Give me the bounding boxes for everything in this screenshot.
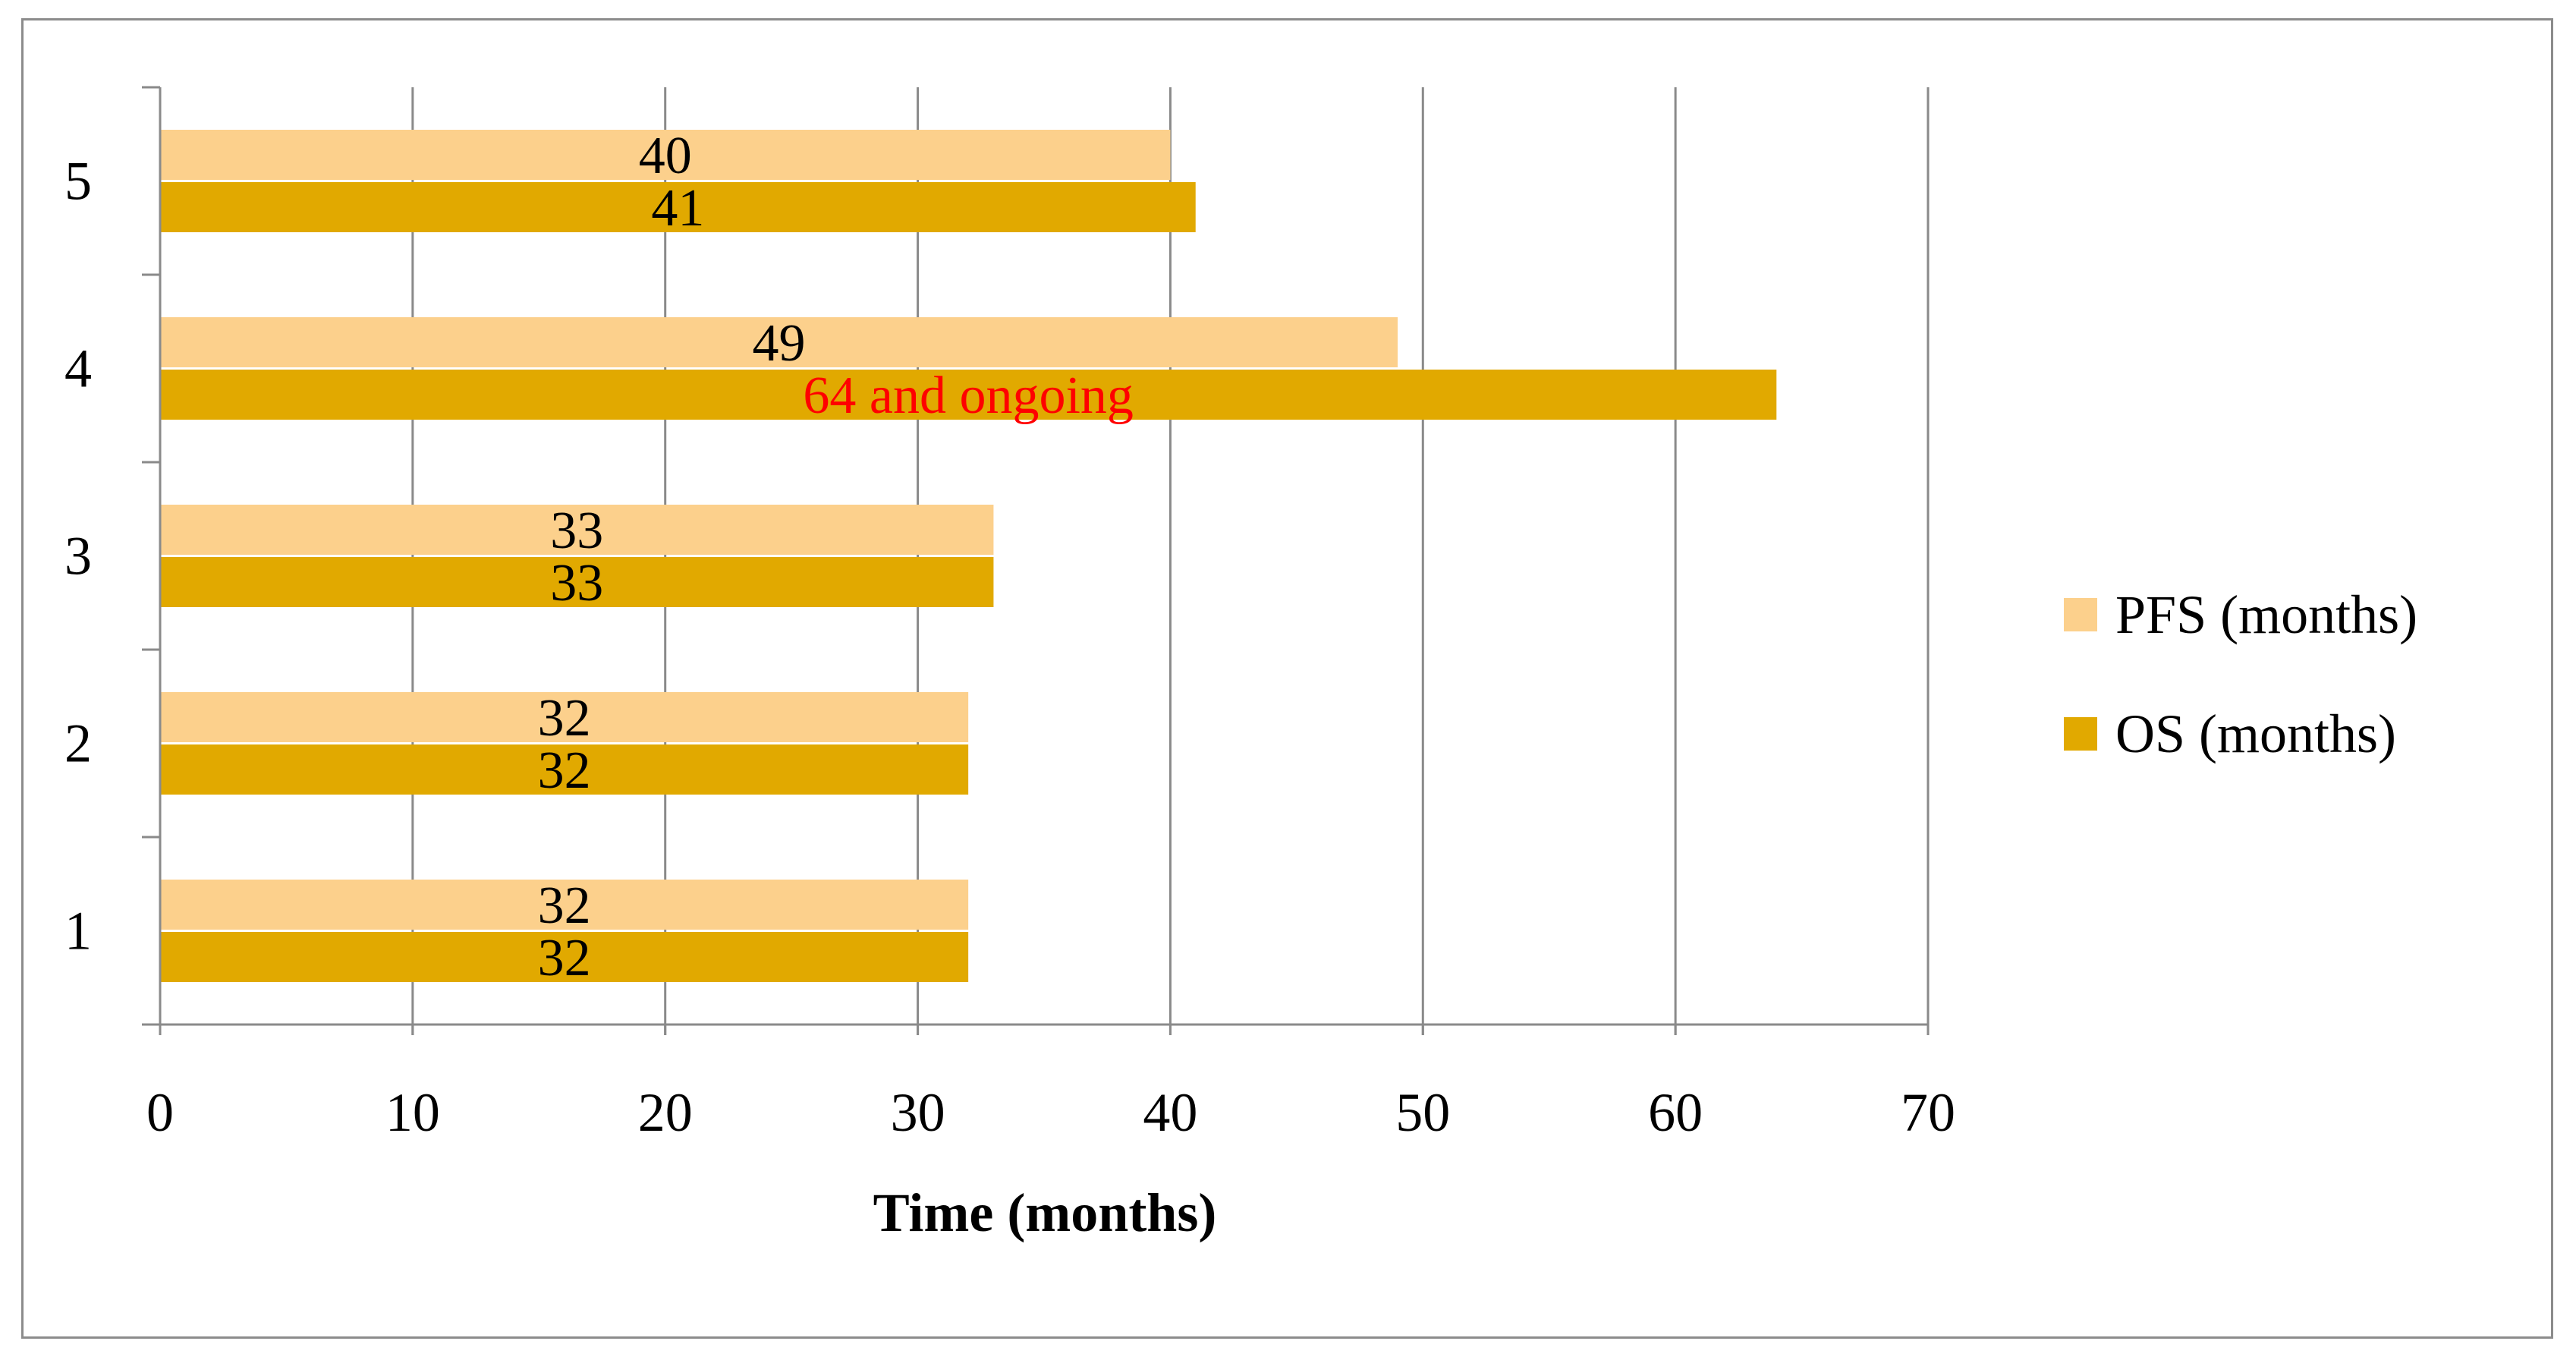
data-label-os-2: 32 xyxy=(538,741,591,800)
legend-swatch-pfs xyxy=(2064,598,2097,631)
y-tick-label-3: 3 xyxy=(64,526,92,587)
data-label-pfs-5: 40 xyxy=(639,127,692,185)
bar-os-1 xyxy=(160,932,969,982)
bar-pfs-2 xyxy=(160,692,969,742)
legend-label-pfs: PFS (months) xyxy=(2115,584,2417,645)
x-axis-title: Time (months) xyxy=(873,1182,1217,1243)
legend-label-os: OS (months) xyxy=(2115,704,2396,764)
bars xyxy=(160,130,1777,982)
legend: PFS (months) OS (months) xyxy=(2064,584,2417,764)
bar-os-5 xyxy=(160,182,1196,232)
x-tick-label-40: 40 xyxy=(1143,1082,1197,1143)
x-tick-label-30: 30 xyxy=(891,1082,945,1143)
bar-pfs-5 xyxy=(160,130,1171,180)
x-tick-label-70: 70 xyxy=(1901,1082,1955,1143)
x-tick-label-20: 20 xyxy=(638,1082,693,1143)
y-tick-label-4: 4 xyxy=(64,338,92,399)
bar-os-3 xyxy=(160,557,994,607)
grid-lines xyxy=(411,87,1930,1035)
bar-pfs-3 xyxy=(160,505,994,555)
y-tick-label-5: 5 xyxy=(64,151,92,212)
legend-swatch-os xyxy=(2064,717,2097,751)
x-tick-label-50: 50 xyxy=(1395,1082,1450,1143)
x-tick-label-60: 60 xyxy=(1648,1082,1703,1143)
data-label-os-4: 64 and ongoing xyxy=(803,367,1134,425)
data-label-os-1: 32 xyxy=(538,929,591,987)
bar-os-2 xyxy=(160,744,969,795)
bar-os-4 xyxy=(160,370,1777,420)
bar-pfs-4 xyxy=(160,317,1398,367)
data-label-pfs-3: 33 xyxy=(550,502,603,560)
y-tick-label-2: 2 xyxy=(64,713,92,774)
bar-pfs-1 xyxy=(160,880,969,930)
chart-frame xyxy=(21,18,2553,1339)
data-label-os-3: 33 xyxy=(550,554,603,612)
x-tick-label-0: 0 xyxy=(146,1082,174,1143)
x-tick-label-10: 10 xyxy=(385,1082,440,1143)
data-label-os-5: 41 xyxy=(651,179,704,238)
data-label-pfs-4: 49 xyxy=(753,314,806,373)
data-label-pfs-1: 32 xyxy=(538,877,591,935)
y-tick-label-1: 1 xyxy=(64,901,92,962)
data-label-pfs-2: 32 xyxy=(538,689,591,748)
